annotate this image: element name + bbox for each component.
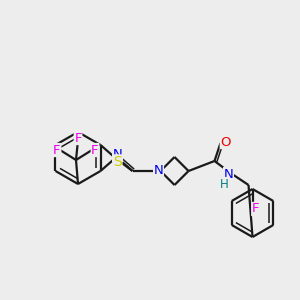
Text: F: F	[252, 202, 259, 215]
Text: F: F	[74, 131, 82, 145]
Text: N: N	[154, 164, 164, 178]
Text: N: N	[112, 148, 122, 161]
Text: F: F	[91, 143, 99, 157]
Text: S: S	[113, 155, 122, 169]
Text: H: H	[220, 178, 229, 190]
Text: N: N	[224, 167, 233, 181]
Text: O: O	[220, 136, 231, 148]
Text: F: F	[53, 143, 61, 157]
